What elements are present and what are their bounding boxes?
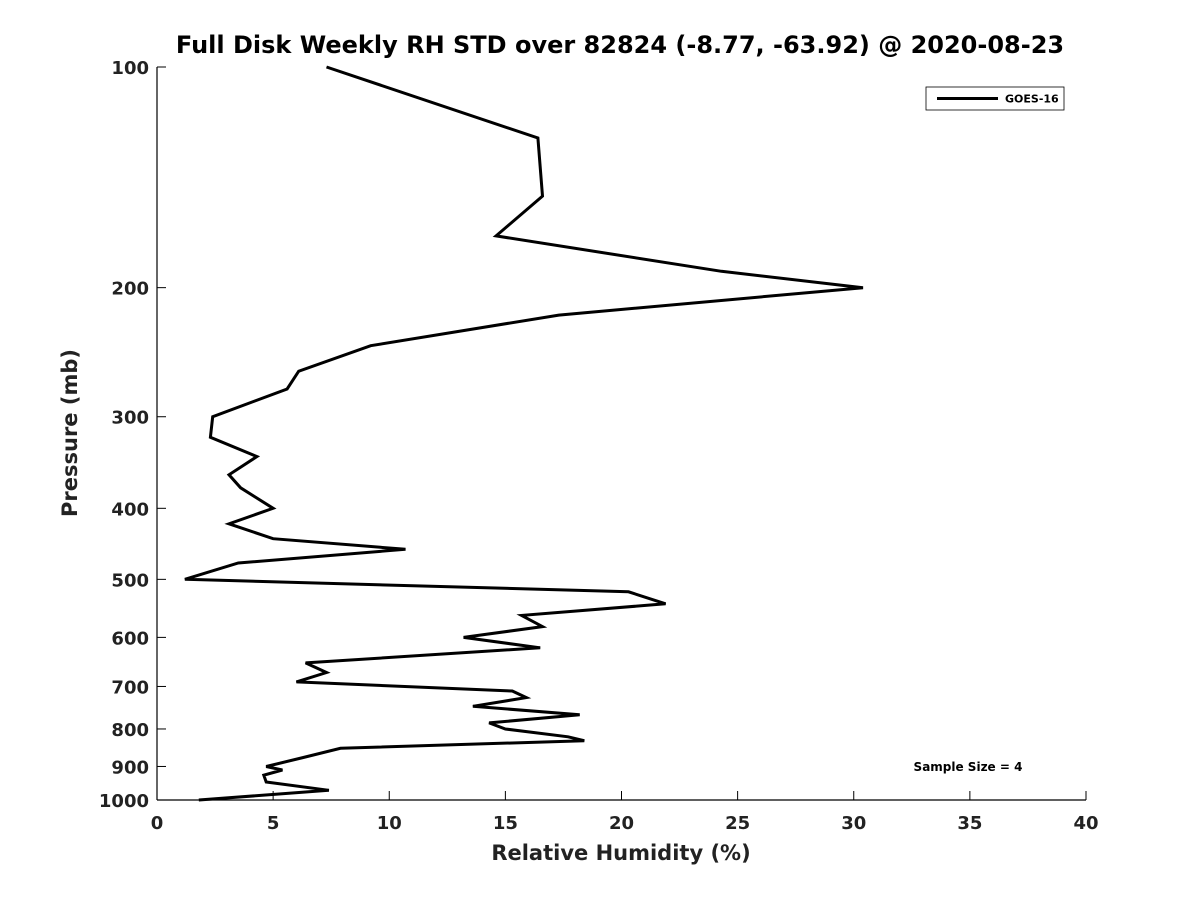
y-tick-label: 600 bbox=[111, 628, 149, 649]
x-tick-label: 15 bbox=[493, 813, 518, 834]
y-tick-label: 400 bbox=[111, 499, 149, 520]
y-axis-label: Pressure (mb) bbox=[58, 349, 82, 517]
series-layer bbox=[184, 65, 864, 802]
chart-title: Full Disk Weekly RH STD over 82824 (-8.7… bbox=[176, 31, 1064, 59]
axes bbox=[156, 67, 1086, 801]
x-tick-label: 10 bbox=[377, 813, 402, 834]
y-tick-label: 500 bbox=[111, 570, 149, 591]
x-tick-label: 35 bbox=[957, 813, 982, 834]
y-tick-label: 900 bbox=[111, 757, 149, 778]
y-tick-label: 300 bbox=[111, 408, 149, 429]
y-tick-label: 200 bbox=[111, 279, 149, 300]
y-tick-label: 100 bbox=[111, 58, 149, 79]
legend: GOES-16 bbox=[925, 86, 1065, 111]
y-tick-label: 700 bbox=[111, 677, 149, 698]
series-line-goes-16 bbox=[184, 65, 864, 802]
y-ticks: 100 200 300 400 500 600 700 800 900 1000 bbox=[99, 58, 166, 812]
x-tick-label: 25 bbox=[725, 813, 750, 834]
x-tick-label: 5 bbox=[267, 813, 280, 834]
x-tick-label: 30 bbox=[841, 813, 866, 834]
sample-size-annotation: Sample Size = 4 bbox=[914, 760, 1023, 774]
x-tick-label: 20 bbox=[609, 813, 634, 834]
x-axis-label: Relative Humidity (%) bbox=[491, 841, 750, 865]
x-tick-label: 0 bbox=[151, 813, 164, 834]
x-tick-label: 40 bbox=[1073, 813, 1098, 834]
legend-entry-goes-16: GOES-16 bbox=[1005, 93, 1059, 106]
y-tick-label: 800 bbox=[111, 720, 149, 741]
y-tick-label: 1000 bbox=[99, 791, 149, 812]
x-ticks: 0 5 10 15 20 25 30 35 40 bbox=[151, 791, 1099, 834]
